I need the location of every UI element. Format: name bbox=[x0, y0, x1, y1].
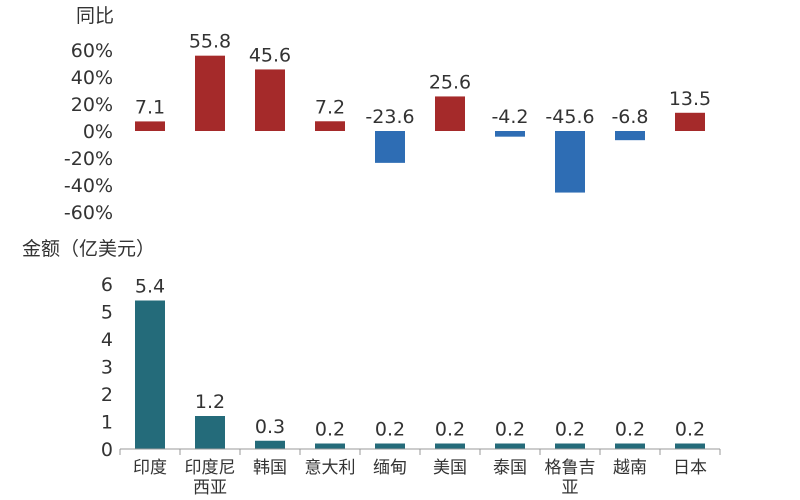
top-data-label: -23.6 bbox=[365, 106, 414, 128]
bottom-bar bbox=[375, 443, 405, 449]
bottom-y-tick-label: 6 bbox=[101, 274, 113, 296]
top-bar bbox=[435, 96, 465, 131]
bottom-data-label: 1.2 bbox=[195, 391, 225, 413]
top-bar bbox=[195, 55, 225, 131]
top-bar bbox=[255, 69, 285, 131]
category-label: 韩国 bbox=[253, 458, 287, 478]
bottom-bar bbox=[495, 443, 525, 449]
top-y-tick-label: 40% bbox=[71, 67, 113, 89]
category-label: 格鲁吉亚 bbox=[545, 458, 596, 498]
bottom-bar bbox=[315, 443, 345, 449]
top-bar bbox=[315, 121, 345, 131]
top-bars bbox=[135, 55, 705, 193]
bottom-y-tick-label: 2 bbox=[101, 384, 113, 406]
bottom-y-tick-label: 5 bbox=[101, 302, 113, 324]
bottom-data-label: 0.2 bbox=[675, 419, 705, 441]
category-label: 泰国 bbox=[493, 458, 527, 478]
top-data-labels: 7.1 55.8 45.6 7.2 -23.6 25.6 -4.2 -45.6 -6.8 13.5 bbox=[135, 31, 711, 128]
top-bar bbox=[375, 131, 405, 163]
bottom-y-ticks: 6 5 4 3 2 1 0 bbox=[101, 274, 113, 461]
top-data-label: 45.6 bbox=[249, 44, 291, 66]
bottom-bar bbox=[555, 443, 585, 449]
category-label: 越南 bbox=[613, 458, 647, 478]
bottom-y-axis-title: 金额（亿美元） bbox=[22, 238, 155, 260]
bottom-bar bbox=[435, 443, 465, 449]
category-label: 印度尼西亚 bbox=[185, 458, 236, 498]
bottom-bar bbox=[135, 300, 165, 449]
top-y-axis-title: 同比 bbox=[76, 5, 114, 27]
bottom-bar bbox=[675, 443, 705, 449]
bottom-data-label: 0.2 bbox=[555, 419, 585, 441]
category-label: 印度 bbox=[133, 458, 167, 478]
bottom-data-label: 5.4 bbox=[135, 276, 165, 298]
bottom-data-label: 0.2 bbox=[435, 419, 465, 441]
top-y-tick-label: 60% bbox=[71, 40, 113, 62]
top-y-tick-label: -20% bbox=[64, 148, 113, 170]
top-bar bbox=[615, 131, 645, 141]
bottom-bar bbox=[255, 440, 285, 449]
category-label: 美国 bbox=[433, 458, 467, 478]
category-label: 日本 bbox=[673, 458, 707, 478]
top-y-tick-label: 20% bbox=[71, 94, 113, 116]
bottom-data-label: 0.2 bbox=[315, 419, 345, 441]
bottom-y-tick-label: 4 bbox=[101, 329, 113, 351]
category-label: 意大利 bbox=[305, 458, 356, 478]
top-data-label: 55.8 bbox=[189, 31, 231, 53]
top-y-tick-label: -60% bbox=[64, 202, 113, 224]
bottom-x-tick-marks bbox=[119, 449, 721, 455]
top-y-tick-label: -40% bbox=[64, 175, 113, 197]
top-data-label: 7.2 bbox=[315, 96, 345, 118]
bottom-data-label: 0.2 bbox=[615, 419, 645, 441]
bottom-data-label: 0.2 bbox=[375, 419, 405, 441]
top-bar bbox=[135, 121, 165, 131]
top-y-ticks: 60% 40% 20% 0% -20% -40% -60% bbox=[64, 40, 113, 224]
bottom-data-labels: 5.4 1.2 0.3 0.2 0.2 0.2 0.2 0.2 0.2 0.2 bbox=[135, 276, 705, 441]
bottom-y-tick-label: 0 bbox=[101, 439, 113, 461]
top-data-label: 25.6 bbox=[429, 71, 471, 93]
yoy-chart: 同比 60%40%20%0%-20%-40%-60% 7.155.845.67.… bbox=[64, 5, 711, 224]
top-data-label: 7.1 bbox=[135, 96, 165, 118]
top-data-label: -6.8 bbox=[611, 106, 648, 128]
top-bar bbox=[555, 131, 585, 193]
amount-chart: 金额（亿美元） 6 5 4 3 2 1 0 5.4 1.2 0.3 0.2 0.2 0.2 0.2 0.2… bbox=[22, 238, 721, 498]
top-data-label: -45.6 bbox=[545, 106, 594, 128]
category-label: 缅甸 bbox=[373, 458, 407, 478]
top-bar bbox=[675, 112, 705, 131]
bottom-data-label: 0.3 bbox=[255, 416, 285, 438]
bottom-y-tick-label: 3 bbox=[101, 357, 113, 379]
top-data-label: -4.2 bbox=[491, 106, 528, 128]
bottom-bars bbox=[135, 300, 705, 449]
top-bar bbox=[495, 131, 525, 137]
top-y-tick-label: 0% bbox=[83, 121, 113, 143]
bottom-data-label: 0.2 bbox=[495, 419, 525, 441]
bottom-bar bbox=[195, 416, 225, 449]
bottom-bar bbox=[615, 443, 645, 449]
bottom-y-tick-label: 1 bbox=[101, 412, 113, 434]
top-data-label: 13.5 bbox=[669, 88, 711, 110]
